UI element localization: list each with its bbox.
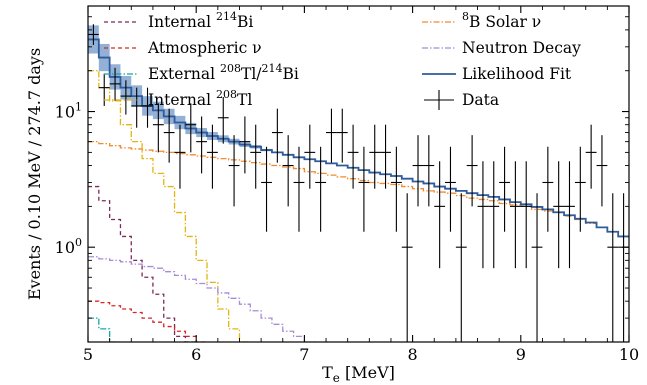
y-tick-label: 100: [55, 236, 82, 257]
data-point: [520, 161, 532, 269]
data-point: [618, 193, 629, 342]
x-tick-label: 7: [299, 345, 309, 364]
legend-label: Internal 214Bi: [148, 10, 253, 31]
data-point: [347, 124, 359, 189]
data-point: [196, 116, 208, 174]
series-neutron: [88, 256, 316, 342]
series-ext: [88, 317, 122, 342]
legend-label: 8B Solar ν: [462, 10, 541, 31]
plot-frame: [87, 5, 630, 343]
x-tick-label: 5: [83, 345, 93, 364]
data-point: [380, 124, 391, 189]
axes: 5 6 7 8 9 10 100 101 Te [MeV] Events / 0.10 MeV /…: [25, 5, 639, 385]
data-point: [434, 161, 446, 269]
legend-item-b8: 8B Solar ν: [422, 10, 541, 31]
x-tick-label: 6: [191, 345, 201, 364]
data-point: [564, 161, 575, 269]
y-tick-label: 101: [55, 101, 82, 122]
data-point: [304, 124, 316, 189]
legend-label: Data: [462, 91, 499, 109]
data-point: [455, 193, 467, 342]
legend-item-data: Data: [424, 90, 499, 110]
series-atm: [88, 300, 208, 342]
data-point: [445, 146, 456, 232]
data-point: [120, 80, 132, 115]
legend: Internal 214Bi Atmospheric ν External 208T…: [104, 10, 581, 110]
data-point: [207, 124, 218, 189]
legend-label: External 208Tl/214Bi: [148, 62, 299, 83]
x-tick-label: 8: [408, 345, 418, 364]
x-tick-label: 10: [619, 345, 639, 364]
data-point: [574, 146, 586, 232]
x-axis-title: Te [MeV]: [322, 363, 395, 385]
data-point: [185, 103, 197, 153]
data-point: [585, 124, 597, 189]
data-point: [477, 161, 489, 269]
data-point: [412, 135, 424, 207]
data-point: [152, 103, 164, 153]
series-tl208: [88, 70, 251, 342]
legend-label: Neutron Decay: [462, 39, 581, 57]
x-tick-label: 9: [516, 345, 526, 364]
data-series: [88, 24, 629, 342]
data-point: [98, 73, 110, 106]
data-point: [109, 67, 121, 101]
data-point: [293, 146, 305, 232]
data-point: [369, 124, 381, 189]
data-point: [531, 193, 543, 342]
data-point: [553, 161, 565, 269]
data-point: [596, 135, 608, 207]
data-point: [401, 193, 413, 342]
data-point: [542, 146, 554, 232]
data-point: [423, 135, 435, 207]
legend-item-bi214: Internal 214Bi: [104, 10, 253, 31]
data-point: [336, 108, 348, 163]
series-bi214: [88, 185, 197, 342]
data-point: [88, 24, 99, 45]
data-point: [607, 193, 619, 342]
data-point: [358, 146, 370, 232]
legend-item-tl208: Internal 208Tl: [104, 88, 252, 109]
data-point: [250, 124, 262, 189]
data-point: [163, 108, 175, 163]
data-point: [315, 146, 327, 232]
data-point: [509, 161, 521, 269]
data-point: [228, 135, 240, 207]
legend-item-ext: External 208Tl/214Bi: [104, 62, 299, 83]
data-point: [261, 146, 272, 232]
data-point: [239, 116, 251, 174]
legend-item-neutron: Neutron Decay: [422, 39, 581, 57]
data-point: [390, 146, 402, 232]
legend-label: Internal 208Tl: [148, 88, 252, 109]
y-axis-title: Events / 0.10 MeV / 274.7 days: [25, 48, 44, 300]
data-point: [282, 135, 294, 207]
data-point: [326, 108, 337, 163]
data-point: [488, 161, 500, 269]
legend-item-atm: Atmospheric ν: [104, 39, 262, 57]
data-point: [466, 135, 478, 207]
legend-item-fit: Likelihood Fit: [422, 65, 572, 83]
data-point: [499, 146, 510, 232]
data-point: [131, 87, 143, 128]
data-point: [271, 108, 283, 163]
data-point: [142, 87, 153, 128]
legend-label: Atmospheric ν: [147, 39, 262, 57]
data-point: [174, 124, 186, 189]
legend-label: Likelihood Fit: [462, 65, 572, 83]
data-point: [217, 97, 229, 144]
